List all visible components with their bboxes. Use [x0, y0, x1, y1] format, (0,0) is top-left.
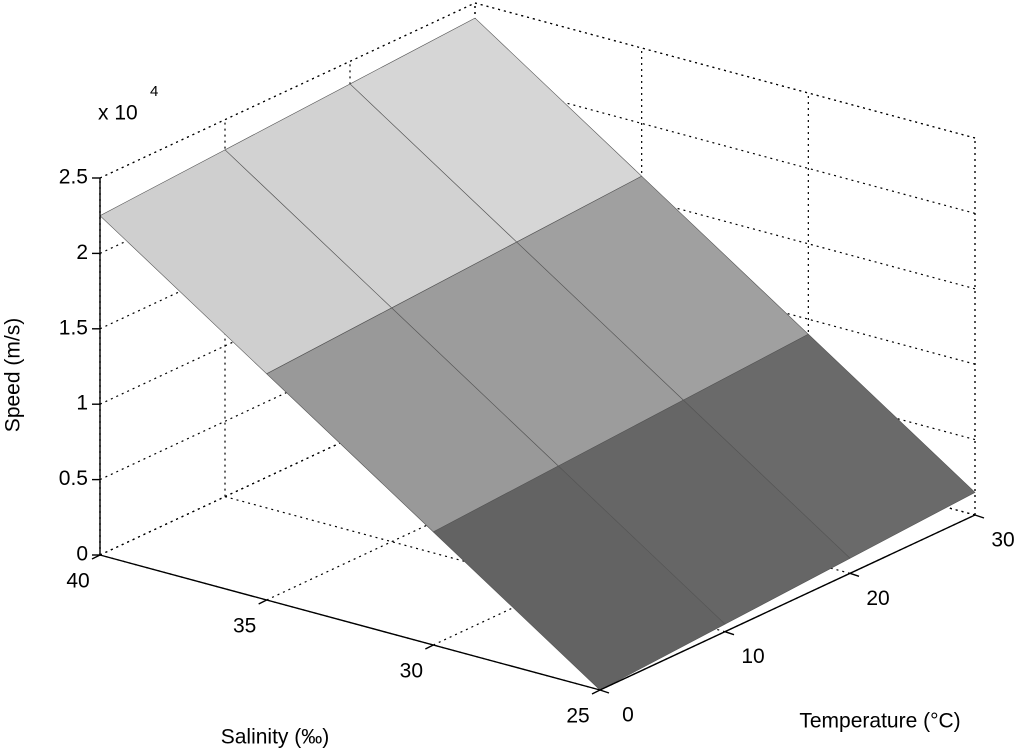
x-tick [425, 644, 434, 650]
y-tick [974, 514, 985, 519]
y-tick [599, 689, 610, 694]
grid-line [474, 153, 976, 290]
y-tick [724, 631, 735, 636]
z-multiplier-power: 4 [150, 83, 158, 100]
y-tick-label: 10 [741, 645, 764, 668]
grid-line [474, 2, 976, 139]
y-tick-label: 20 [866, 587, 889, 610]
x-tick [591, 689, 601, 695]
z-axis-label: Speed (m/s) [2, 318, 25, 432]
x-tick-label: 25 [566, 705, 589, 728]
y-axis-label: Temperature (°C) [799, 710, 960, 733]
z-multiplier: x 10 [98, 102, 138, 125]
z-tick-label: 2 [76, 241, 88, 264]
x-tick [91, 554, 101, 560]
x-tick-label: 40 [66, 570, 89, 593]
z-tick-label: 1 [76, 392, 88, 415]
y-tick-label: 0 [622, 704, 634, 727]
x-axis [99, 554, 601, 691]
z-tick-label: 1.5 [59, 316, 88, 339]
z-tick-label: 0.5 [59, 467, 88, 490]
y-axis [599, 514, 976, 691]
z-tick-label: 2.5 [59, 166, 88, 189]
x-tick-label: 35 [233, 615, 256, 638]
z-tick-label: 0 [76, 543, 88, 566]
x-axis-label: Salinity (‰) [221, 726, 330, 749]
x-tick [258, 599, 267, 605]
x-tick-label: 30 [400, 660, 423, 683]
grid-line [474, 77, 976, 214]
y-tick-label: 30 [991, 529, 1014, 552]
surface-patch [432, 465, 726, 691]
y-tick [849, 572, 860, 577]
